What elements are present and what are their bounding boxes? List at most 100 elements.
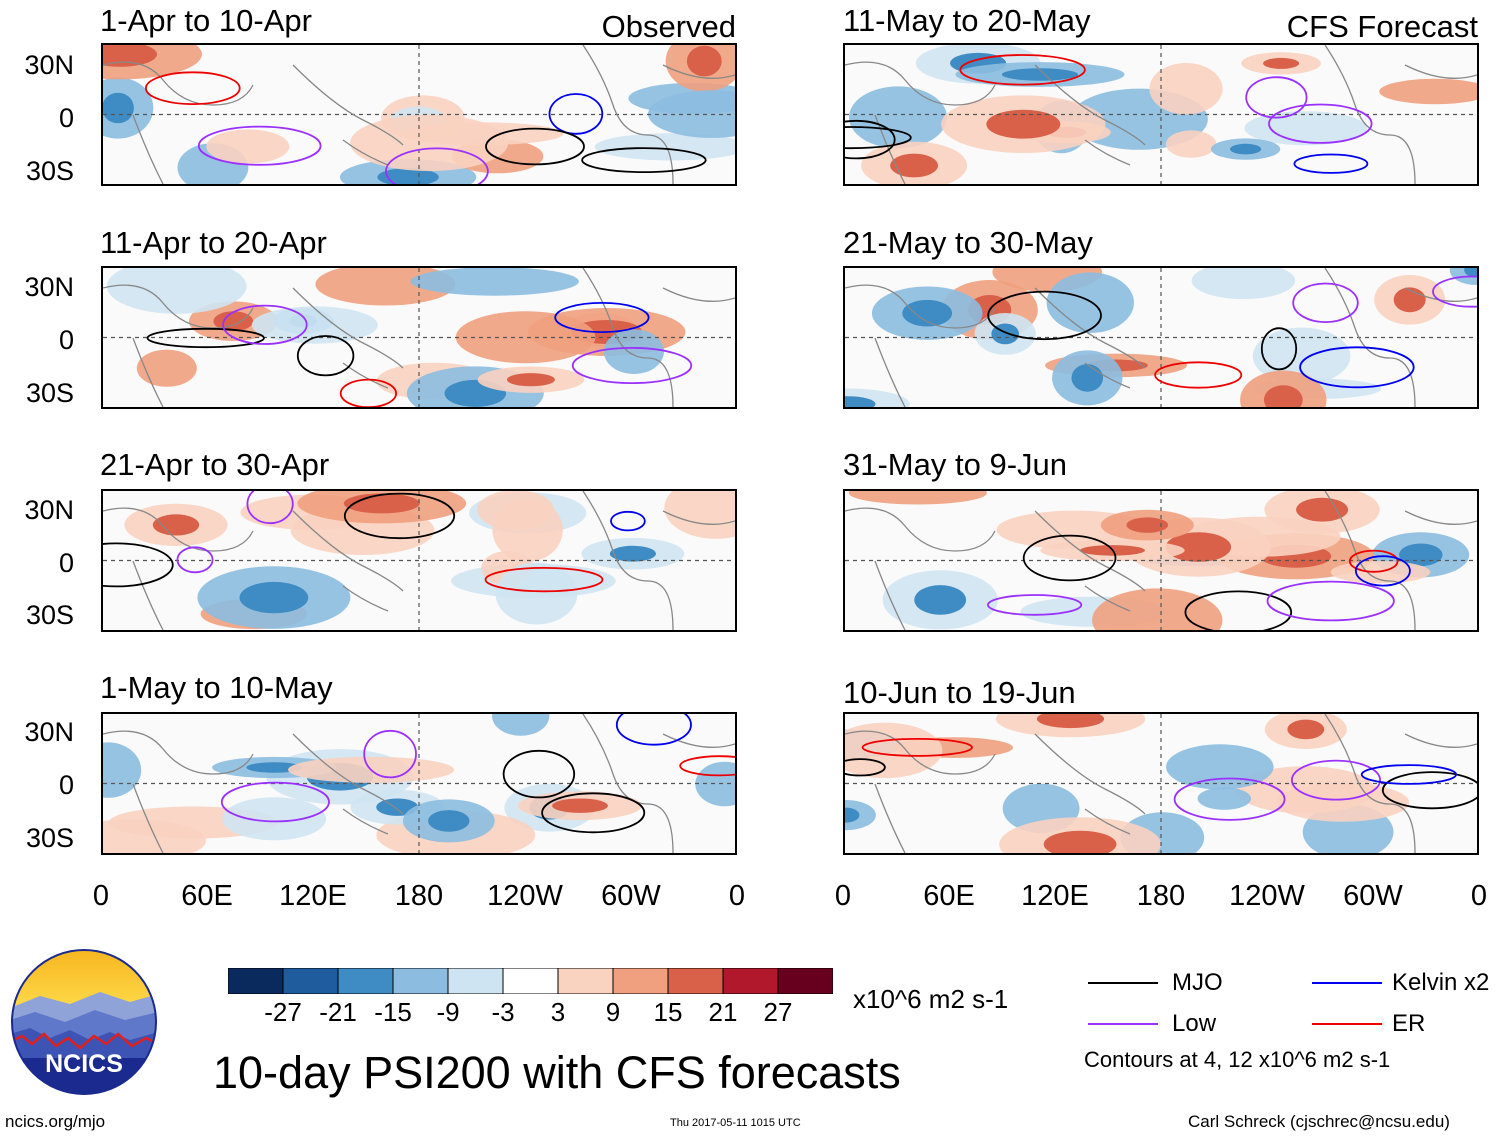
anomaly-core <box>1296 497 1349 522</box>
positive-anomaly-blob <box>1379 78 1477 105</box>
negative-anomaly-blob <box>492 714 550 736</box>
colorbar-tick-label: 27 <box>763 997 793 1027</box>
coastline <box>845 714 1477 853</box>
anomaly-core <box>377 168 439 184</box>
negative-anomaly-blob <box>594 133 735 161</box>
anomaly-core <box>1230 143 1262 155</box>
anomaly-core <box>1126 517 1169 533</box>
contour-line <box>554 302 650 334</box>
anomaly-core <box>845 807 860 823</box>
negative-anomaly-blob <box>845 800 876 831</box>
panel-title-left-1: 1-Apr to 10-Apr <box>100 3 312 38</box>
positive-anomaly-blob <box>1149 63 1223 115</box>
panel-title-right-2: 21-May to 30-May <box>843 225 1093 260</box>
coastline <box>845 45 1477 184</box>
lat-label-30n: 30N <box>24 272 74 302</box>
lat-label-30n: 30N <box>24 50 74 80</box>
positive-anomaly-blob <box>1166 130 1217 158</box>
colorbar-swatch <box>722 967 779 995</box>
anomaly-core <box>1071 364 1104 392</box>
lon-label-120w: 120W <box>1229 880 1305 912</box>
anomaly-core <box>1043 830 1117 853</box>
colorbar-swatch <box>557 967 614 995</box>
lat-label-30s: 30S <box>25 823 74 853</box>
contour-line <box>1245 76 1308 119</box>
negative-anomaly-blob <box>1166 744 1274 790</box>
colorbar-tick-label: -3 <box>491 997 515 1027</box>
colorbar-swatch <box>777 967 834 995</box>
lat-label-0: 0 <box>58 103 74 133</box>
legend-label-er: ER <box>1392 1010 1426 1037</box>
panel-title-right-4: 10-Jun to 19-Jun <box>843 675 1076 710</box>
contour-line <box>146 327 265 349</box>
lon-label-120e: 120E <box>279 880 347 912</box>
positive-anomaly-blob <box>477 491 554 530</box>
negative-anomaly-blob <box>410 268 579 296</box>
lat-label-0: 0 <box>58 325 74 355</box>
contour-line <box>1432 275 1477 308</box>
anomaly-core <box>1464 268 1477 278</box>
contour-line <box>1360 764 1458 785</box>
contour-line <box>959 54 1086 86</box>
map-panel-forecast-1 <box>843 43 1479 186</box>
legend-line-er <box>1312 1023 1382 1025</box>
legend-label-mjo: MJO <box>1172 969 1223 996</box>
panel-title-left-4: 1-May to 10-May <box>100 670 333 705</box>
anomaly-core <box>890 153 938 178</box>
lon-label-60e: 60E <box>923 880 975 912</box>
negative-anomaly-blob <box>1191 268 1296 300</box>
map-canvas <box>103 491 735 630</box>
anomaly-core <box>1036 714 1105 729</box>
footer-url[interactable]: ncics.org/mjo <box>5 1112 106 1131</box>
lat-label-30s: 30S <box>25 378 74 408</box>
positive-anomaly-blob <box>136 349 197 387</box>
coastline <box>845 268 1477 407</box>
contour-line <box>1355 555 1411 587</box>
contours-note: Contours at 4, 12 x10^6 m2 s-1 <box>1084 1047 1391 1072</box>
contour-line <box>548 93 604 135</box>
contour-line <box>1022 534 1117 582</box>
contour-line <box>1348 549 1399 573</box>
lon-label-0-end: 0 <box>728 880 746 912</box>
footer-timestamp: Thu 2017-05-11 1015 UTC <box>670 1117 801 1129</box>
lon-axis-right: 0 60E 120E 180 120W 60W 0 <box>0 880 1510 914</box>
map-panel-observed-2 <box>101 266 737 409</box>
map-canvas <box>103 714 735 853</box>
map-canvas <box>103 268 735 407</box>
ncics-logo[interactable]: NCICS <box>10 948 158 1096</box>
positive-anomaly-blob <box>350 114 509 172</box>
lon-label-120w: 120W <box>487 880 563 912</box>
map-panel-observed-4 <box>101 712 737 855</box>
positive-anomaly-blob <box>664 491 735 539</box>
negative-anomaly-blob <box>1197 787 1251 810</box>
contour-line <box>484 567 604 593</box>
observed-label: Observed <box>601 9 736 44</box>
anomaly-core <box>986 109 1061 139</box>
coastline <box>845 491 1477 630</box>
lon-label-0: 0 <box>92 880 110 912</box>
map-canvas <box>845 268 1477 407</box>
colorbar-swatch <box>612 967 669 995</box>
colorbar <box>227 967 834 995</box>
negative-anomaly-blob <box>1244 111 1367 146</box>
contour-line <box>571 347 693 385</box>
lat-label-0: 0 <box>58 548 74 578</box>
anomaly-core <box>552 798 608 813</box>
map-canvas <box>845 714 1477 853</box>
map-panel-observed-1 <box>101 43 737 186</box>
legend-line-mjo <box>1088 982 1158 984</box>
contour-line <box>103 542 174 588</box>
lon-label-0: 0 <box>834 880 852 912</box>
negative-anomaly-blob <box>495 562 578 625</box>
anomaly-core <box>1001 68 1079 81</box>
contour-line <box>502 749 576 799</box>
panel-title-right-1: 11-May to 20-May <box>843 3 1091 38</box>
contour-line <box>610 510 646 532</box>
contour-line <box>845 119 896 160</box>
map-canvas <box>103 45 735 184</box>
negative-anomaly-blob <box>106 268 247 314</box>
lat-label-30n: 30N <box>24 495 74 525</box>
anomaly-core <box>239 581 309 614</box>
anomaly-core <box>152 514 200 536</box>
lon-label-180: 180 <box>1136 880 1186 912</box>
